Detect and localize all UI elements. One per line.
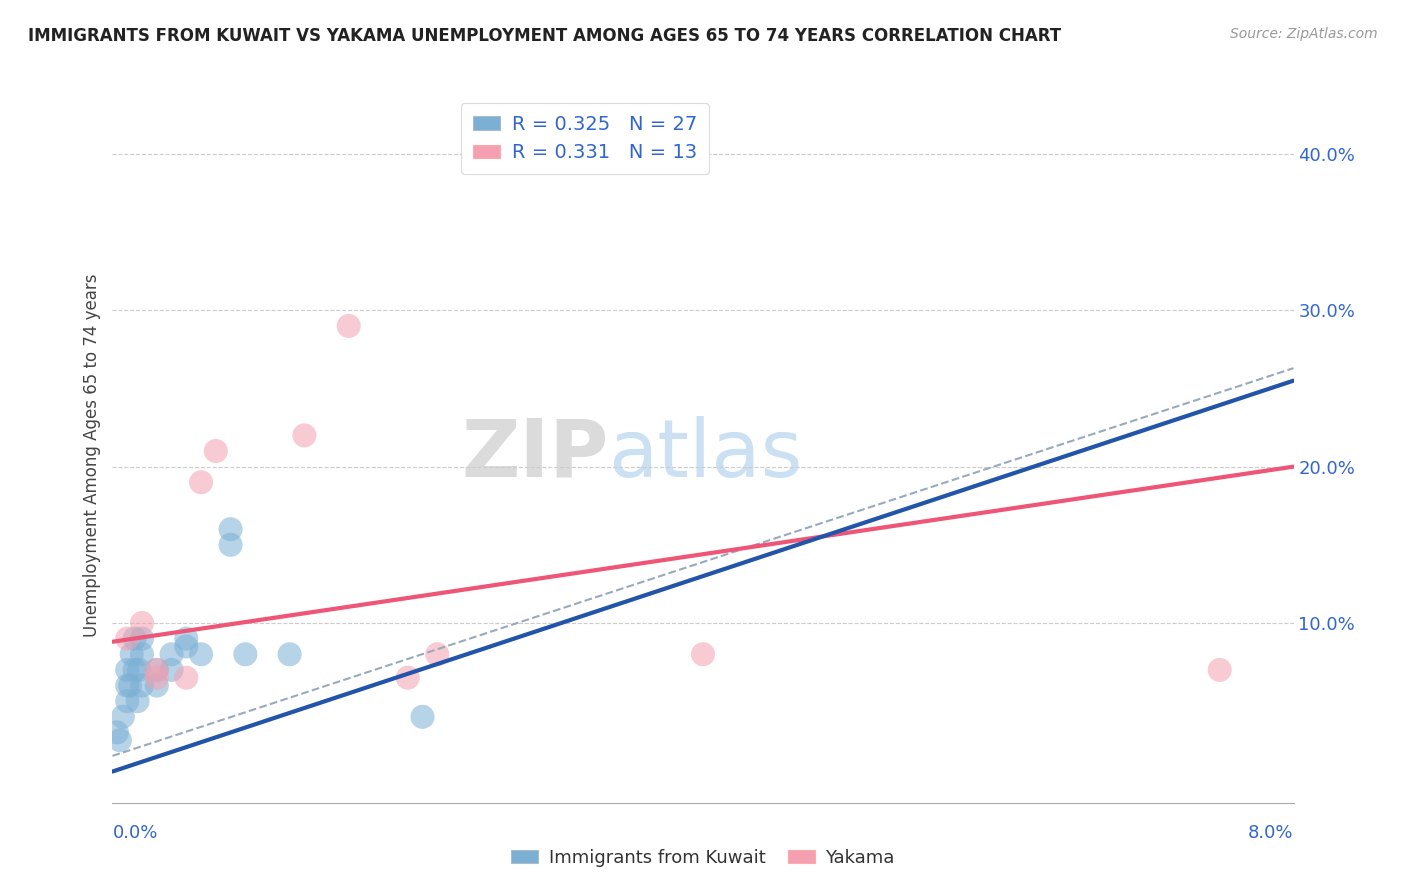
Text: 0.0%: 0.0%: [112, 824, 157, 842]
Point: [426, 647, 449, 661]
Point: [233, 647, 256, 661]
Point: [190, 647, 212, 661]
Point: [190, 475, 212, 490]
Point: [120, 679, 142, 693]
Point: [131, 615, 153, 630]
Text: 8.0%: 8.0%: [1249, 824, 1294, 842]
Point: [174, 671, 197, 685]
Point: [1208, 663, 1232, 677]
Point: [160, 663, 183, 677]
Point: [105, 725, 128, 739]
Point: [219, 522, 242, 536]
Point: [412, 710, 434, 724]
Point: [337, 318, 360, 333]
Text: ZIP: ZIP: [461, 416, 609, 494]
Point: [121, 647, 143, 661]
Legend: R = 0.325   N = 27, R = 0.331   N = 13: R = 0.325 N = 27, R = 0.331 N = 13: [461, 103, 709, 174]
Point: [174, 632, 197, 646]
Text: Source: ZipAtlas.com: Source: ZipAtlas.com: [1230, 27, 1378, 41]
Point: [124, 632, 146, 646]
Point: [396, 671, 419, 685]
Point: [146, 663, 169, 677]
Point: [117, 679, 138, 693]
Point: [128, 663, 150, 677]
Point: [292, 428, 315, 442]
Text: IMMIGRANTS FROM KUWAIT VS YAKAMA UNEMPLOYMENT AMONG AGES 65 TO 74 YEARS CORRELAT: IMMIGRANTS FROM KUWAIT VS YAKAMA UNEMPLO…: [28, 27, 1062, 45]
Point: [146, 679, 169, 693]
Point: [692, 647, 714, 661]
Point: [117, 632, 138, 646]
Y-axis label: Unemployment Among Ages 65 to 74 years: Unemployment Among Ages 65 to 74 years: [83, 273, 101, 637]
Point: [205, 444, 228, 458]
Point: [146, 663, 169, 677]
Text: atlas: atlas: [609, 416, 803, 494]
Legend: Immigrants from Kuwait, Yakama: Immigrants from Kuwait, Yakama: [503, 842, 903, 874]
Point: [117, 694, 138, 708]
Point: [219, 538, 242, 552]
Point: [278, 647, 301, 661]
Point: [160, 647, 183, 661]
Point: [131, 647, 153, 661]
Point: [124, 663, 146, 677]
Point: [131, 679, 153, 693]
Point: [111, 710, 134, 724]
Point: [131, 632, 153, 646]
Point: [117, 663, 138, 677]
Point: [127, 694, 149, 708]
Point: [108, 733, 131, 747]
Point: [174, 640, 197, 654]
Point: [146, 671, 169, 685]
